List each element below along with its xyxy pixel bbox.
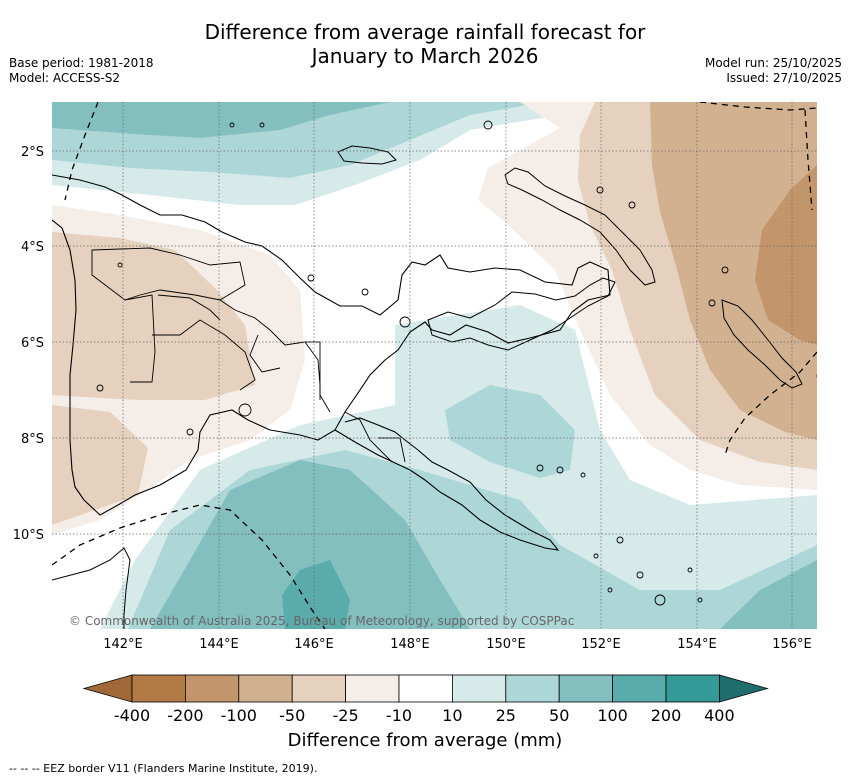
colorbar-swatch [451,674,507,703]
dry-zone-25-50-southwest [52,405,148,525]
land-bougainville [721,299,803,389]
dry-zone-50-100-east [650,102,817,440]
colorbar-arrow-right [719,674,769,703]
lat-label: 2°S [21,145,44,160]
lon-label: 144°E [199,637,239,652]
lon-label: 156°E [772,637,812,652]
colorbar-tick-label: -50 [279,706,305,725]
colorbar-tick-label: 200 [651,706,682,725]
colorbar-swatch [131,674,186,703]
gridlines [52,102,817,629]
colorbar-swatch [238,674,293,703]
colorbar-tick-label: 400 [704,706,735,725]
colorbar-swatch [345,674,400,703]
dry-zone-100-200-east [755,165,817,345]
land-new-ireland [504,167,656,286]
lat-label: 4°S [21,240,44,255]
wet-zone-25-50-central [445,385,575,478]
colorbar-swatch [665,674,720,703]
colorbar-tick-label: -400 [114,706,150,725]
lat-label: 6°S [21,336,44,351]
eez-footnote: -- -- -- EEZ border V11 (Flanders Marine… [9,762,318,775]
wet-zone-50-100-north [52,102,390,138]
wet-zone-50-100-south [150,460,470,629]
lat-label: 10°S [13,528,44,543]
lon-labels: 142°E 144°E 146°E 148°E 150°E 152°E 154°… [103,637,812,652]
colorbar-tick-label: 100 [597,706,628,725]
lon-label: 152°E [581,637,621,652]
colorbar-label: Difference from average (mm) [287,730,563,751]
model-text: Model: ACCESS-S2 [9,71,121,85]
wet-zone-50-100-se [720,560,817,629]
colorbar-swatch [398,674,453,703]
title-line-1: Difference from average rainfall forecas… [204,20,646,44]
colorbar-tick-label: -10 [386,706,412,725]
land-cape-york [52,547,131,629]
model-run-text: Model run: 25/10/2025 [704,56,842,70]
colorbar-tick-label: 25 [496,706,516,725]
map-panel: © Commonwealth of Australia 2025, Bureau… [52,102,817,629]
colorbar-tick-label: -200 [167,706,203,725]
colorbar: -400 -200 -100 -50 -25 -10 10 25 50 100 200 400 [82,674,769,725]
colorbar-swatch [505,674,560,703]
eez-borders [52,102,817,629]
wet-zone-100-200-south [282,560,350,629]
copyright-text: © Commonwealth of Australia 2025, Bureau… [69,614,574,628]
lat-labels: 2°S 4°S 6°S 8°S 10°S [13,145,44,543]
colorbar-arrow-left [82,674,133,703]
issued-text: Issued: 27/10/2025 [726,71,842,85]
colorbar-swatch [558,674,614,703]
lat-label: 8°S [21,432,44,447]
land-papuan-peninsula [334,417,560,551]
small-islands [96,120,817,606]
admin-borders [91,247,406,463]
colorbar-swatch [184,674,240,703]
title-line-2: January to March 2026 [311,44,539,68]
lon-label: 146°E [294,637,334,652]
colorbar-tick-label: -100 [221,706,257,725]
lon-label: 150°E [486,637,526,652]
colorbar-swatch [612,674,667,703]
land-new-guinea [52,174,611,516]
meta-right: Model run: 25/10/2025 Issued: 27/10/2025 [705,56,842,86]
lon-label: 142°E [103,637,143,652]
map-title: Difference from average rainfall forecas… [0,20,850,68]
lon-label: 154°E [677,637,717,652]
colorbar-tick-label: 50 [549,706,569,725]
meta-left: Base period: 1981-2018 Model: ACCESS-S2 [9,56,154,86]
lon-label: 148°E [390,637,430,652]
colorbar-swatch [291,674,347,703]
colorbar-tick-label: 10 [442,706,462,725]
land-manus [337,145,397,165]
colorbar-tick-label: -25 [333,706,359,725]
base-period-text: Base period: 1981-2018 [9,56,154,70]
land-new-britain [427,277,616,351]
